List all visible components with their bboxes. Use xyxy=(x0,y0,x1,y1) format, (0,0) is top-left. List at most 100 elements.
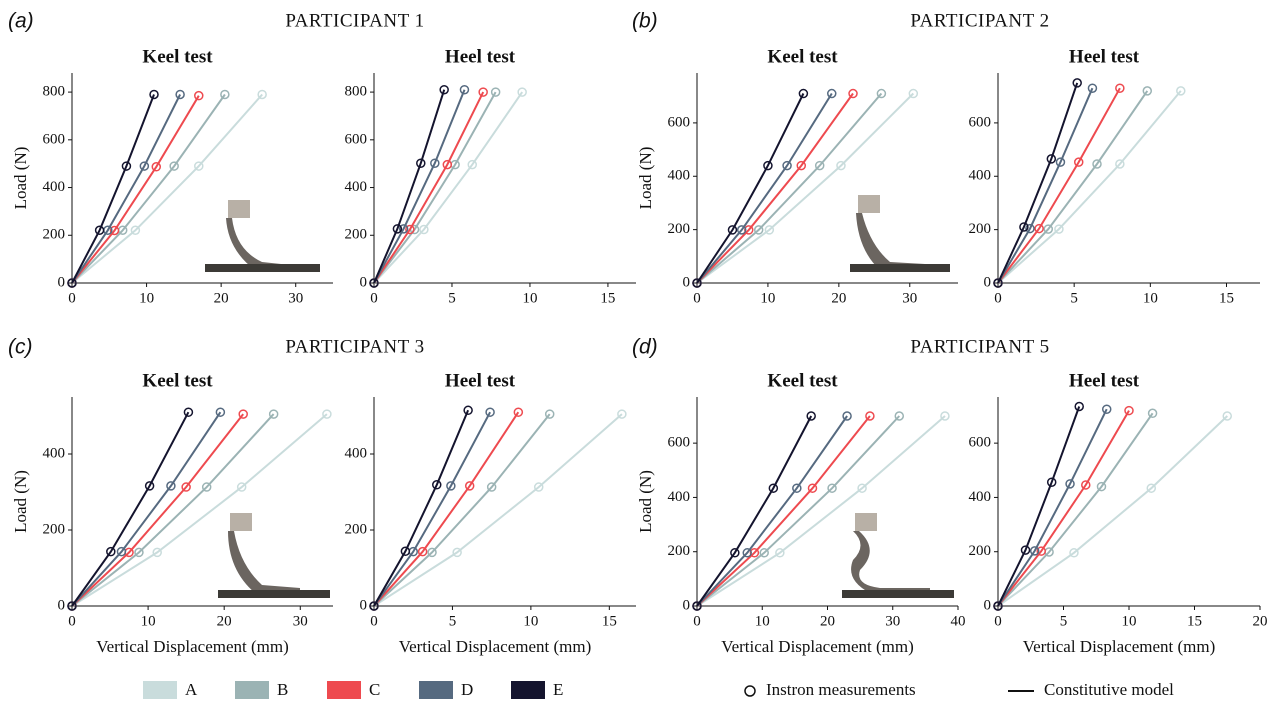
model-line xyxy=(71,95,200,284)
measurement-marker xyxy=(419,224,429,235)
measurement-marker xyxy=(94,225,105,236)
measurement-marker xyxy=(1025,223,1035,234)
measurement-marker xyxy=(181,482,191,492)
model-line xyxy=(373,413,623,607)
measurement-marker xyxy=(166,481,176,491)
measurement-marker xyxy=(763,160,773,171)
measurement-marker xyxy=(544,409,555,419)
measurement-marker xyxy=(1115,83,1125,93)
measurement-marker xyxy=(1069,548,1079,558)
panel-title: PARTICIPANT 2 xyxy=(910,10,1049,31)
measurement-marker xyxy=(459,84,470,95)
measurement-marker xyxy=(727,225,738,235)
measurement-marker xyxy=(836,160,846,171)
y-tick-label: 400 xyxy=(969,489,992,505)
model-line xyxy=(373,411,491,607)
y-tick-label: 600 xyxy=(43,131,66,147)
model-line xyxy=(696,92,915,284)
foot-image xyxy=(218,513,330,598)
measurement-marker xyxy=(827,88,837,99)
x-tick-label: 5 xyxy=(1060,613,1068,629)
x-tick-label: 10 xyxy=(755,613,770,629)
measurement-marker xyxy=(144,481,155,491)
measurement-marker xyxy=(1046,477,1057,487)
measurement-marker xyxy=(130,225,141,236)
measurement-marker xyxy=(486,482,497,492)
x-tick-label: 15 xyxy=(1219,290,1234,306)
measurement-marker xyxy=(201,482,212,492)
y-tick-label: 0 xyxy=(683,274,691,290)
measurement-marker xyxy=(848,88,858,99)
measurement-marker xyxy=(1142,86,1153,96)
measurement-marker xyxy=(940,411,950,421)
x-tick-label: 0 xyxy=(693,290,701,306)
measurement-marker xyxy=(369,278,379,288)
measurement-marker xyxy=(432,480,442,490)
measurement-marker xyxy=(442,159,453,170)
y-tick-label: 800 xyxy=(345,84,368,100)
measurement-marker xyxy=(490,87,501,97)
x-tick-label: 30 xyxy=(293,613,308,629)
legend-label: Constitutive model xyxy=(1044,680,1174,699)
measurement-marker xyxy=(798,88,809,99)
measurement-marker xyxy=(67,601,77,611)
model-line xyxy=(373,411,520,607)
x-tick-label: 20 xyxy=(214,290,229,306)
y-tick-label: 400 xyxy=(345,445,368,461)
measurement-marker xyxy=(215,407,226,417)
measurement-marker xyxy=(398,224,409,234)
model-line xyxy=(696,93,805,284)
measurement-marker xyxy=(236,482,247,492)
y-tick-label: 0 xyxy=(360,274,368,290)
x-tick-label: 20 xyxy=(831,290,846,306)
measurement-marker xyxy=(744,225,754,235)
y-tick-label: 0 xyxy=(984,274,992,290)
legend-label: Instron measurements xyxy=(766,680,916,699)
model-line xyxy=(696,415,946,607)
measurement-marker xyxy=(169,161,179,171)
model-line xyxy=(997,90,1182,284)
measurement-marker xyxy=(1176,86,1186,96)
model-line xyxy=(71,93,226,284)
legend-swatch xyxy=(143,681,177,699)
x-tick-label: 0 xyxy=(68,290,76,306)
legend-label: C xyxy=(369,680,380,699)
x-tick-label: 10 xyxy=(1143,290,1158,306)
foot-illustrations xyxy=(205,195,954,598)
measurement-marker xyxy=(322,409,332,419)
x-tick-label: 10 xyxy=(1122,613,1137,629)
measurement-marker xyxy=(463,405,473,416)
measurement-marker xyxy=(152,547,162,558)
measurement-marker xyxy=(692,278,702,288)
measurement-marker xyxy=(1092,159,1102,169)
model-line xyxy=(71,93,263,284)
model-line xyxy=(373,89,466,284)
x-tick-label: 30 xyxy=(885,613,900,629)
x-tick-label: 30 xyxy=(902,290,917,306)
measurement-marker xyxy=(116,546,127,557)
measurement-marker xyxy=(753,225,764,235)
y-tick-label: 0 xyxy=(683,597,691,613)
model-line xyxy=(696,415,848,607)
measurement-marker xyxy=(993,278,1003,288)
legend-swatch xyxy=(235,681,269,699)
measurement-marker xyxy=(764,225,775,235)
model-line xyxy=(997,410,1130,607)
model-line xyxy=(71,94,181,284)
measurement-marker xyxy=(478,87,488,97)
measurement-marker xyxy=(67,278,77,288)
x-tick-label: 10 xyxy=(760,290,775,306)
measurement-marker xyxy=(1020,545,1031,555)
foot-image xyxy=(850,195,950,272)
measurement-marker xyxy=(1034,223,1044,234)
x-axis-label: Vertical Displacement (mm) xyxy=(1023,637,1216,656)
y-tick-label: 600 xyxy=(668,114,691,130)
measurement-marker xyxy=(876,88,887,99)
measurement-marker xyxy=(405,224,415,235)
measurement-marker xyxy=(865,411,875,421)
x-axis-label: Vertical Displacement (mm) xyxy=(721,637,914,656)
panel-label: (c) xyxy=(8,336,33,359)
chart-title: Heel test xyxy=(445,46,516,67)
measurement-marker xyxy=(1029,546,1040,556)
measurement-marker xyxy=(1096,481,1107,492)
